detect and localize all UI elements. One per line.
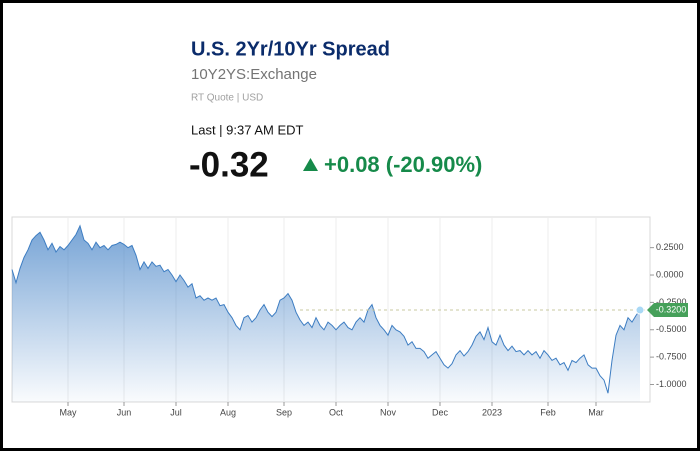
area	[12, 225, 640, 402]
y-tick-label: -0.5000	[656, 324, 687, 334]
x-tick-label: Mar	[588, 407, 604, 417]
chart: May Jun Jul Aug Sep Oct Nov Dec 2023 Feb Mar 0.2500…	[11, 216, 688, 417]
last-point	[635, 305, 645, 315]
x-tick-label: Aug	[220, 407, 236, 417]
last-value-label: -0.3200	[656, 304, 687, 314]
y-tick-label: -1.0000	[656, 379, 687, 389]
up-arrow	[303, 158, 318, 171]
x-tick-label: Sep	[276, 407, 292, 417]
y-tick-label: 0.2500	[656, 242, 684, 252]
title: U.S. 2Yr/10Yr Spread	[191, 38, 390, 60]
x-tick-label: May	[59, 407, 77, 417]
x-tick-label: Jun	[117, 407, 132, 417]
x-tick-label: Nov	[380, 407, 397, 417]
x-tick-label: 2023	[482, 407, 502, 417]
y-tick-label: -0.2500	[656, 297, 687, 307]
symbol: 10Y2YS:Exchange	[191, 66, 317, 83]
x-tick-label: Feb	[540, 407, 556, 417]
y-tick-label: -0.7500	[656, 351, 687, 361]
change: +0.08 (-20.90%)	[324, 152, 482, 177]
quote-type: RT Quote | USD	[191, 93, 263, 104]
line	[11, 224, 641, 394]
x-tick-label: Oct	[329, 407, 344, 417]
x-tick-label: Jul	[170, 407, 182, 417]
last-time: Last | 9:37 AM EDT	[191, 122, 304, 137]
y-tick-label: 0.0000	[656, 269, 684, 279]
x-tick-label: Dec	[432, 407, 449, 417]
price: -0.32	[189, 145, 269, 184]
last-value-tag	[647, 303, 688, 318]
